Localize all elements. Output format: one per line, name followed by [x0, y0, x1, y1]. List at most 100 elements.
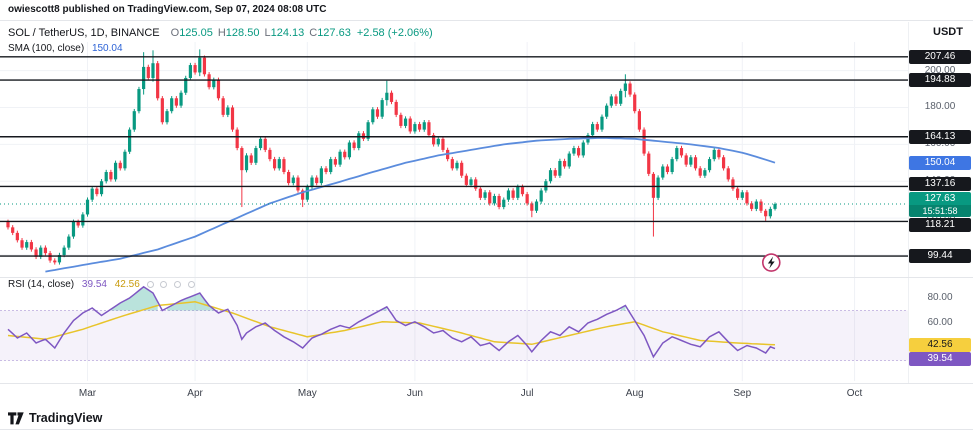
candle-body — [221, 98, 225, 115]
candle-body — [11, 227, 15, 233]
candle-body — [128, 129, 132, 152]
candle-body — [427, 122, 431, 136]
candle-body — [736, 188, 740, 198]
ohlc-close-label: C — [309, 27, 318, 39]
rsi-ma-line — [7, 301, 776, 346]
footer-bar: TradingView — [8, 411, 102, 425]
ohlc-low-label: L — [264, 27, 271, 39]
candle-body — [188, 65, 193, 78]
candle-body — [478, 188, 482, 198]
candle-body — [647, 153, 651, 174]
candle-body — [450, 159, 454, 169]
candle-body — [375, 109, 380, 117]
candle-body — [212, 79, 216, 88]
candle-body — [62, 247, 66, 255]
rsi-legend-action-icon[interactable] — [146, 281, 154, 288]
candle-body — [506, 190, 511, 200]
candle-body — [595, 124, 599, 130]
candle-body — [109, 172, 113, 180]
sma-line — [45, 136, 776, 273]
candle-body — [656, 177, 660, 198]
candle-body — [385, 92, 389, 101]
rsi-legend-action-icon[interactable] — [174, 281, 182, 288]
candle-body — [287, 172, 291, 184]
candle-body — [357, 133, 361, 149]
candle-body — [272, 159, 277, 169]
candle-body — [263, 138, 267, 150]
rsi-legend-action-icon[interactable] — [160, 281, 168, 288]
candle-body — [244, 155, 249, 171]
candle-body — [165, 111, 169, 123]
candle-body — [460, 162, 464, 176]
candle-body — [352, 142, 356, 149]
candle-body — [502, 199, 506, 208]
candle-body — [520, 186, 525, 195]
bottom-border — [0, 429, 973, 430]
candle-body — [282, 159, 286, 173]
candle-body — [338, 151, 342, 165]
candle-body — [441, 138, 445, 150]
candle-body — [394, 101, 398, 115]
rsi-legend-action-icon[interactable] — [187, 281, 195, 288]
candle-body — [76, 221, 80, 226]
sma-legend-value: 150.04 — [91, 43, 123, 54]
candle-body — [759, 201, 763, 211]
candle-body — [455, 162, 459, 169]
symbol-legend[interactable]: SOL / TetherUS, 1D, BINANCE O125.05 H128.5… — [8, 27, 433, 39]
candle-body — [39, 247, 43, 257]
candle-body — [305, 186, 309, 200]
candle-body — [226, 107, 230, 115]
pane-separator — [0, 277, 973, 278]
candle-body — [193, 65, 197, 73]
candle-body — [301, 190, 305, 200]
indicator-legend-rsi[interactable]: RSI (14, close) 39.54 42.56 — [8, 279, 195, 290]
candle-body — [53, 260, 57, 263]
rsi-overbought-fill — [110, 286, 158, 311]
rsi-legend-value: 39.54 — [81, 279, 107, 290]
candle-body — [146, 66, 150, 78]
candle-body — [693, 157, 698, 169]
candle-body — [151, 63, 155, 78]
candle-body — [548, 170, 553, 182]
candle-body — [600, 116, 604, 130]
candle-body — [366, 122, 370, 139]
candle-body — [179, 92, 183, 106]
candle-body — [333, 159, 337, 165]
candle-body — [389, 92, 394, 102]
candle-body — [703, 170, 707, 176]
candle-body — [661, 166, 665, 178]
candle-body — [81, 214, 85, 226]
candle-body — [85, 199, 90, 215]
lightning-bolt-icon[interactable] — [767, 256, 775, 269]
publisher-text: owiescott8 published on TradingView.com,… — [8, 4, 327, 15]
candle-body — [605, 105, 609, 117]
candle-body — [315, 177, 319, 184]
candle-body — [773, 204, 777, 209]
candle-body — [689, 157, 693, 165]
candle-body — [6, 221, 10, 228]
candle-body — [581, 142, 585, 156]
candle-body — [511, 190, 515, 198]
candle-body — [319, 168, 323, 184]
candle-body — [123, 151, 127, 169]
candle-body — [614, 96, 618, 104]
time-axis-separator — [0, 383, 973, 384]
candle-body — [230, 107, 235, 130]
candle-body — [156, 63, 160, 99]
candle-body — [95, 188, 99, 195]
ohlc-open-value: 125.05 — [179, 27, 213, 39]
candle-body — [310, 177, 314, 187]
indicator-legend-sma[interactable]: SMA (100, close) 150.04 — [8, 43, 123, 54]
candle-body — [469, 179, 473, 185]
candle-body — [717, 149, 721, 158]
candle-body — [492, 195, 497, 204]
ohlc-low-value: 124.13 — [270, 27, 305, 39]
candle-body — [684, 155, 688, 165]
candle-body — [34, 249, 38, 257]
candle-body — [721, 157, 726, 169]
candle-body — [422, 122, 426, 130]
candle-body — [254, 148, 258, 163]
ohlc-high-label: H — [217, 27, 226, 39]
